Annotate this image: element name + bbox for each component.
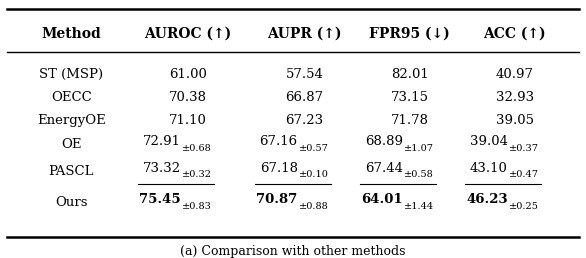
Text: ACC (↑): ACC (↑) xyxy=(483,27,546,41)
Text: ±1.07: ±1.07 xyxy=(404,144,434,153)
Text: 67.23: 67.23 xyxy=(285,114,323,127)
Text: 67.44: 67.44 xyxy=(364,162,403,175)
Text: 75.45: 75.45 xyxy=(139,193,181,206)
Text: 61.00: 61.00 xyxy=(169,68,207,81)
Text: ±0.47: ±0.47 xyxy=(509,170,539,179)
Text: 67.18: 67.18 xyxy=(260,162,298,175)
Text: ±0.88: ±0.88 xyxy=(299,201,329,211)
Text: AUPR (↑): AUPR (↑) xyxy=(267,27,342,41)
Text: 68.89: 68.89 xyxy=(364,135,403,148)
Text: (a) Comparison with other methods: (a) Comparison with other methods xyxy=(180,245,406,258)
Text: 67.16: 67.16 xyxy=(260,135,298,148)
Text: Method: Method xyxy=(42,27,101,41)
Text: 66.87: 66.87 xyxy=(285,91,323,104)
Text: 32.93: 32.93 xyxy=(496,91,534,104)
Text: FPR95 (↓): FPR95 (↓) xyxy=(369,27,450,41)
Text: 43.10: 43.10 xyxy=(470,162,507,175)
Text: ST (MSP): ST (MSP) xyxy=(39,68,104,81)
Text: EnergyOE: EnergyOE xyxy=(37,114,105,127)
Text: OECC: OECC xyxy=(51,91,92,104)
Text: 72.91: 72.91 xyxy=(143,135,181,148)
Text: 70.87: 70.87 xyxy=(257,193,298,206)
Text: 46.23: 46.23 xyxy=(466,193,507,206)
Text: ±0.58: ±0.58 xyxy=(404,170,434,179)
Text: 73.15: 73.15 xyxy=(391,91,428,104)
Text: ±1.44: ±1.44 xyxy=(404,201,434,211)
Text: 39.04: 39.04 xyxy=(469,135,507,148)
Text: ±0.68: ±0.68 xyxy=(182,144,212,153)
Text: 73.32: 73.32 xyxy=(143,162,181,175)
Text: OE: OE xyxy=(61,138,81,151)
Text: 71.10: 71.10 xyxy=(169,114,207,127)
Text: 39.05: 39.05 xyxy=(496,114,534,127)
Text: ±0.83: ±0.83 xyxy=(182,201,212,211)
Text: PASCL: PASCL xyxy=(49,165,94,178)
Text: 57.54: 57.54 xyxy=(286,68,323,81)
Text: ±0.10: ±0.10 xyxy=(299,170,329,179)
Text: 82.01: 82.01 xyxy=(391,68,428,81)
Text: 70.38: 70.38 xyxy=(169,91,207,104)
Text: 40.97: 40.97 xyxy=(496,68,534,81)
Text: AUROC (↑): AUROC (↑) xyxy=(144,27,231,41)
Text: ±0.25: ±0.25 xyxy=(509,201,539,211)
Text: ±0.37: ±0.37 xyxy=(509,144,539,153)
Text: 71.78: 71.78 xyxy=(391,114,428,127)
Text: 64.01: 64.01 xyxy=(361,193,403,206)
Text: ±0.57: ±0.57 xyxy=(299,144,329,153)
Text: ±0.32: ±0.32 xyxy=(182,170,212,179)
Text: Ours: Ours xyxy=(55,196,88,209)
